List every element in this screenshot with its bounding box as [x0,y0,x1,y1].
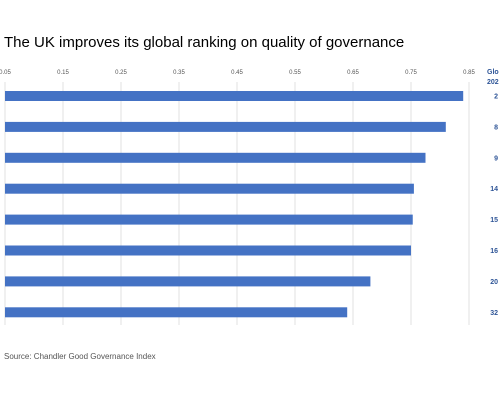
x-tick-label: 0.85 [463,70,475,76]
rank-label: 14 [490,186,498,193]
rank-label: 16 [490,248,498,255]
bar [5,214,413,225]
rank-label: 32 [490,310,498,317]
rank-label: 20 [490,279,498,286]
rank-label: 8 [494,124,498,131]
bars [5,91,464,318]
bar [5,307,348,318]
bar [5,183,414,194]
rank-label: 9 [494,155,498,162]
chart-title: The UK improves its global ranking on qu… [4,34,405,51]
gridlines [4,82,470,325]
rank-header: Glo 202 [487,69,499,86]
x-tick-label: 0.65 [347,70,359,76]
x-tick-label: 0.55 [289,70,301,76]
bar [5,245,411,256]
x-tick-label: 0.05 [0,70,11,76]
rank-header-text: 202 [487,79,499,86]
x-tick-label: 0.25 [115,70,127,76]
rank-label: 15 [490,217,498,224]
bar [5,91,464,101]
chart-source: Source: Chandler Good Governance Index [4,352,156,361]
rank-label: 2 [494,94,498,101]
x-tick-label: 0.35 [173,70,185,76]
rank-labels: 2 8 9 14 15 16 20 32 [490,94,498,317]
x-axis-ticks: 0.05 0.15 0.25 0.35 0.45 0.55 0.65 0.75 0.85 [0,70,475,76]
x-tick-label: 0.75 [405,70,417,76]
bar [5,152,426,163]
rank-header-text: Glo [487,69,499,76]
x-tick-label: 0.15 [57,70,69,76]
bar [5,276,371,287]
x-tick-label: 0.45 [231,70,243,76]
bar [5,121,446,132]
